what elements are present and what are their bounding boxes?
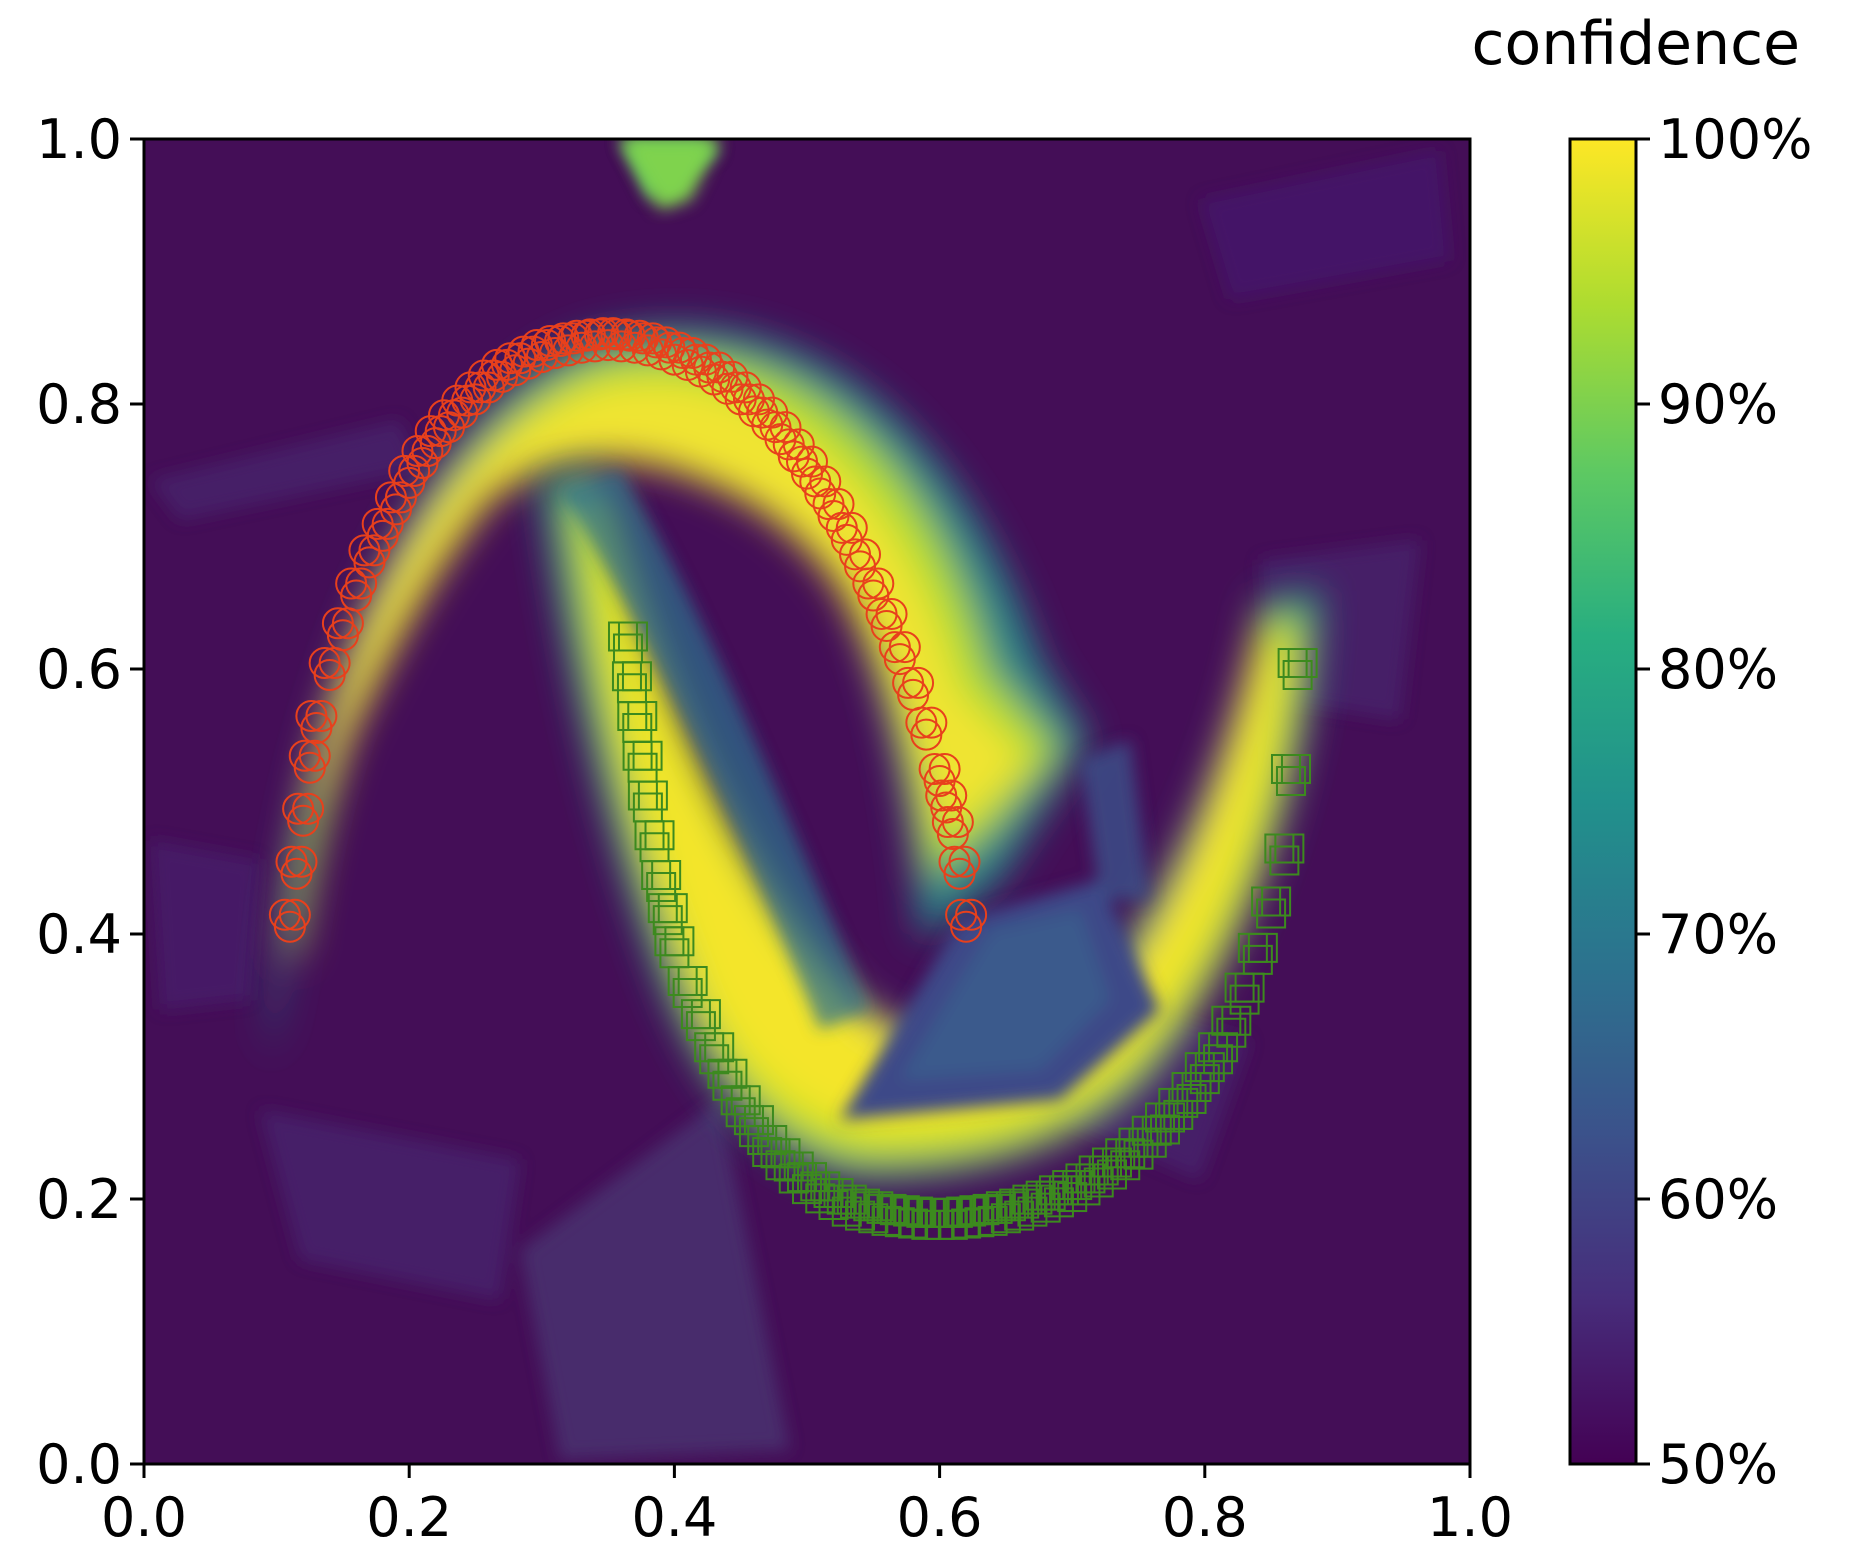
- circle-point: [902, 666, 935, 699]
- x-axis: 0.0 0.2 0.4 0.6 0.8 1.0: [101, 1464, 1513, 1549]
- x-tick-label: 0.0: [101, 1486, 187, 1549]
- circle-point: [729, 371, 762, 404]
- square-point: [651, 860, 682, 890]
- colorbar-gradient: [1568, 137, 1638, 1466]
- x-tick-label: 0.6: [897, 1486, 983, 1549]
- circle-point: [298, 739, 331, 772]
- plot-frame: [142, 137, 1472, 1466]
- square-point: [1275, 766, 1306, 796]
- square-point: [1216, 1017, 1247, 1048]
- low-confidence-regions: [150, 150, 1450, 1460]
- square-point: [637, 780, 668, 811]
- square-point: [1274, 833, 1305, 864]
- circle-point: [530, 329, 563, 361]
- x-tick-label: 0.4: [631, 1486, 717, 1549]
- circle-point: [663, 331, 696, 364]
- circle-point: [292, 792, 325, 825]
- square-point: [1280, 754, 1311, 784]
- square-point: [1247, 932, 1278, 963]
- square-point: [672, 978, 703, 1008]
- top-notch-region: [620, 139, 720, 210]
- y-tick-label: 0.0: [36, 1433, 122, 1496]
- square-point: [657, 893, 688, 924]
- y-tick-label: 1.0: [36, 108, 122, 171]
- circle-point: [928, 753, 961, 785]
- circle-point: [955, 898, 988, 931]
- y-tick-label: 0.2: [36, 1168, 122, 1231]
- circle-point: [935, 779, 968, 812]
- square-point: [1256, 898, 1287, 929]
- circle-point: [769, 411, 802, 444]
- boundary-wedge: [560, 139, 1160, 1120]
- square-point: [1282, 660, 1313, 690]
- circle-point: [948, 845, 981, 878]
- colorbar-title: confidence: [1472, 9, 1800, 79]
- colorbar-ticks: 50% 60% 70% 80% 90% 100%: [1636, 108, 1812, 1496]
- circle-point: [915, 706, 948, 739]
- x-tick-label: 0.2: [366, 1486, 452, 1549]
- square-point: [632, 740, 663, 771]
- square-point: [1221, 1005, 1252, 1036]
- colorbar-tick-label: 100%: [1658, 108, 1812, 171]
- circle-point: [345, 567, 378, 600]
- colorbar-tick-label: 50%: [1658, 1433, 1778, 1496]
- colorbar-tick-label: 90%: [1658, 373, 1778, 436]
- square-point: [621, 661, 652, 692]
- circle-point: [285, 845, 318, 878]
- square-point: [690, 999, 721, 1030]
- circle-point: [875, 597, 908, 630]
- plot-area: [144, 139, 1470, 1464]
- circle-point: [742, 383, 775, 416]
- colorbar-tick-label: 70%: [1658, 903, 1778, 966]
- square-point: [644, 820, 675, 851]
- circle-point: [544, 325, 577, 358]
- square-point: [664, 926, 695, 957]
- square-point: [1261, 886, 1292, 917]
- square-point: [627, 701, 658, 731]
- y-axis: 0.0 0.2 0.4 0.6 0.8 1.0: [36, 108, 144, 1496]
- data-points-layer: [268, 317, 1318, 1240]
- colorbar-tick-label: 80%: [1658, 638, 1778, 701]
- y-tick-label: 0.8: [36, 373, 122, 436]
- y-tick-label: 0.4: [36, 903, 122, 966]
- square-point: [652, 905, 683, 936]
- square-point: [1269, 845, 1300, 876]
- circle-series: [268, 317, 988, 943]
- y-tick-label: 0.6: [36, 638, 122, 701]
- circle-point: [782, 428, 815, 461]
- circle-point: [888, 631, 921, 664]
- square-point: [1242, 944, 1273, 975]
- square-point: [1287, 648, 1318, 678]
- square-point: [685, 1011, 716, 1042]
- circle-point: [464, 371, 497, 404]
- circle-point: [623, 319, 656, 352]
- circle-point: [835, 511, 868, 544]
- circle-point: [941, 806, 974, 838]
- square-series: [607, 621, 1318, 1240]
- colorbar-tick-label: 60%: [1658, 1168, 1778, 1231]
- circle-point: [305, 700, 338, 732]
- square-point: [646, 872, 677, 902]
- square-point: [1229, 984, 1260, 1015]
- square-point: [617, 621, 648, 652]
- circle-point: [278, 898, 311, 931]
- x-tick-label: 1.0: [1427, 1486, 1513, 1549]
- square-point: [677, 966, 708, 996]
- x-tick-label: 0.8: [1162, 1486, 1248, 1549]
- colorbar: confidence 50% 60% 70% 80% 90% 100%: [1472, 9, 1813, 1496]
